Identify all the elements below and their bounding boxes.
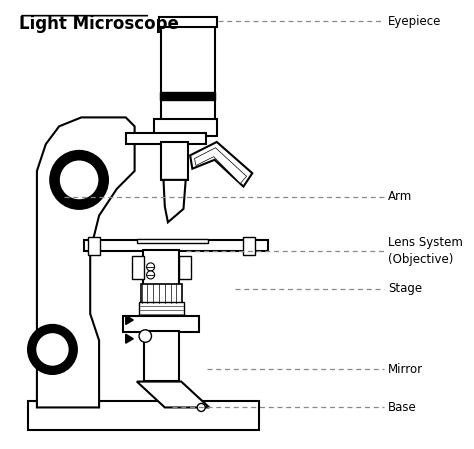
FancyBboxPatch shape [141, 284, 182, 303]
Circle shape [146, 271, 155, 279]
Polygon shape [164, 180, 186, 222]
Circle shape [36, 333, 69, 366]
FancyBboxPatch shape [179, 256, 191, 279]
Circle shape [28, 325, 77, 374]
Text: Mirror: Mirror [388, 363, 423, 375]
FancyBboxPatch shape [88, 237, 100, 255]
FancyBboxPatch shape [161, 26, 215, 122]
FancyBboxPatch shape [159, 18, 217, 27]
Polygon shape [37, 117, 135, 407]
FancyBboxPatch shape [161, 142, 188, 180]
Circle shape [139, 330, 152, 342]
Polygon shape [190, 142, 252, 187]
Polygon shape [194, 148, 246, 184]
FancyBboxPatch shape [154, 119, 217, 136]
Text: Stage: Stage [388, 282, 422, 295]
FancyBboxPatch shape [28, 401, 259, 430]
Text: Arm: Arm [388, 190, 412, 203]
Circle shape [197, 404, 205, 411]
FancyBboxPatch shape [83, 240, 268, 251]
FancyBboxPatch shape [137, 239, 208, 243]
FancyBboxPatch shape [143, 251, 179, 286]
FancyBboxPatch shape [131, 256, 144, 279]
FancyBboxPatch shape [243, 237, 255, 255]
FancyBboxPatch shape [139, 302, 184, 317]
Circle shape [50, 151, 108, 209]
FancyBboxPatch shape [123, 316, 200, 332]
FancyBboxPatch shape [160, 92, 215, 100]
Text: Base: Base [388, 401, 417, 414]
Polygon shape [137, 382, 209, 407]
Text: Lens System
(Objective): Lens System (Objective) [388, 236, 463, 266]
FancyBboxPatch shape [126, 133, 206, 144]
Text: Light Microscope: Light Microscope [19, 15, 179, 33]
Text: Eyepiece: Eyepiece [388, 15, 441, 28]
Circle shape [146, 263, 155, 271]
FancyBboxPatch shape [144, 331, 179, 381]
Polygon shape [126, 316, 133, 325]
Polygon shape [126, 334, 133, 343]
Circle shape [59, 160, 99, 200]
